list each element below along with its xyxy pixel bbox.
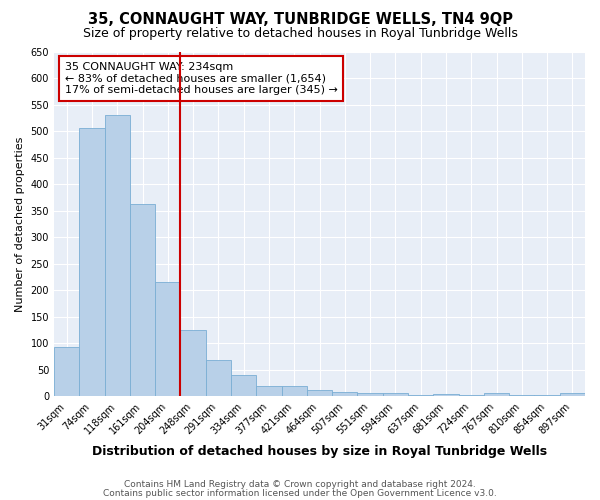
Text: Size of property relative to detached houses in Royal Tunbridge Wells: Size of property relative to detached ho…: [83, 28, 517, 40]
Bar: [155, 282, 181, 397]
Bar: [358, 393, 383, 396]
Bar: [535, 395, 560, 396]
Bar: [130, 204, 155, 396]
X-axis label: Distribution of detached houses by size in Royal Tunbridge Wells: Distribution of detached houses by size …: [92, 444, 547, 458]
Bar: [408, 395, 433, 396]
Bar: [79, 128, 104, 396]
Bar: [206, 360, 231, 396]
Bar: [281, 386, 307, 396]
Bar: [433, 394, 458, 396]
Y-axis label: Number of detached properties: Number of detached properties: [15, 136, 25, 312]
Bar: [181, 330, 206, 396]
Bar: [231, 374, 256, 396]
Bar: [256, 386, 281, 396]
Bar: [307, 390, 332, 396]
Text: Contains HM Land Registry data © Crown copyright and database right 2024.: Contains HM Land Registry data © Crown c…: [124, 480, 476, 489]
Text: Contains public sector information licensed under the Open Government Licence v3: Contains public sector information licen…: [103, 488, 497, 498]
Bar: [458, 395, 484, 396]
Bar: [332, 392, 358, 396]
Text: 35 CONNAUGHT WAY: 234sqm
← 83% of detached houses are smaller (1,654)
17% of sem: 35 CONNAUGHT WAY: 234sqm ← 83% of detach…: [65, 62, 338, 95]
Bar: [104, 115, 130, 396]
Bar: [383, 393, 408, 396]
Bar: [54, 347, 79, 397]
Bar: [484, 393, 509, 396]
Bar: [509, 395, 535, 396]
Text: 35, CONNAUGHT WAY, TUNBRIDGE WELLS, TN4 9QP: 35, CONNAUGHT WAY, TUNBRIDGE WELLS, TN4 …: [88, 12, 512, 28]
Bar: [560, 392, 585, 396]
